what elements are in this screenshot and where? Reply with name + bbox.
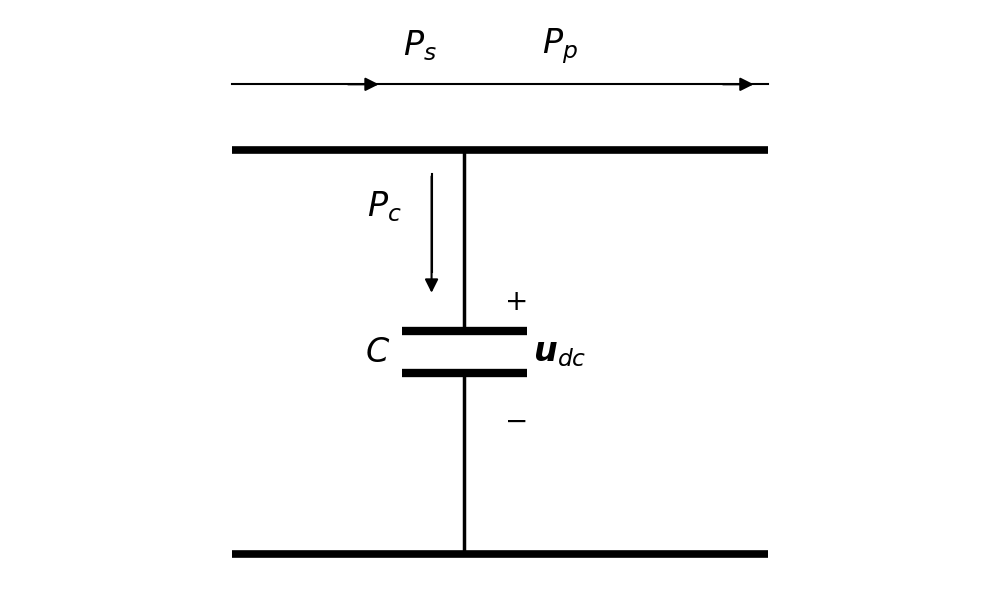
Text: $+$: $+$ — [504, 287, 526, 315]
Text: $C$: $C$ — [365, 336, 391, 368]
Text: $P_p$: $P_p$ — [542, 26, 577, 66]
Text: $P_s$: $P_s$ — [403, 28, 437, 63]
Text: $P_c$: $P_c$ — [367, 189, 401, 224]
Text: $-$: $-$ — [504, 407, 526, 435]
Text: $\boldsymbol{u}_{dc}$: $\boldsymbol{u}_{dc}$ — [533, 336, 586, 368]
